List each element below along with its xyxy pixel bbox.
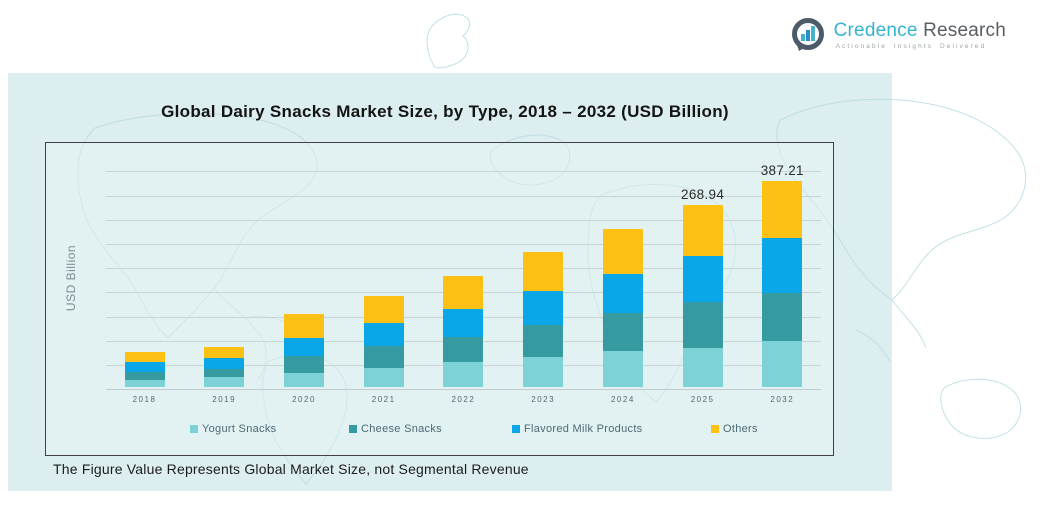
- bar-total-label-2025: 268.94: [681, 187, 725, 202]
- gridline: [106, 195, 821, 197]
- bar-segment-flavored-milk-products-2018: [124, 362, 165, 372]
- credence-research-logo: Credence Research Actionable Insights De…: [789, 16, 1006, 54]
- bar-2023: [523, 252, 564, 387]
- bar-segment-others-2024: [602, 229, 643, 274]
- y-axis-label: USD Billion: [64, 244, 78, 312]
- logo-brand: Credence Research: [833, 19, 1006, 41]
- bar-segment-flavored-milk-products-2019: [204, 358, 245, 369]
- x-axis-label-2019: 2019: [212, 395, 237, 404]
- x-axis-label-2018: 2018: [132, 395, 157, 404]
- legend-label-flavored-milk-products: Flavored Milk Products: [524, 423, 643, 435]
- bar-segment-yogurt-snacks-2024: [602, 351, 643, 387]
- bar-segment-flavored-milk-products-2025: [682, 256, 723, 302]
- legend-label-cheese-snacks: Cheese Snacks: [361, 423, 442, 435]
- x-axis-label-2022: 2022: [451, 395, 476, 404]
- logo-tagline: Actionable Insights Delivered: [835, 42, 987, 50]
- bar-2022: [443, 276, 484, 387]
- bar-2032: [762, 181, 803, 387]
- legend-item-others: Others: [711, 423, 758, 435]
- logo-brand-primary: Credence: [833, 19, 918, 41]
- bar-segment-others-2018: [124, 352, 165, 362]
- bar-2020: [284, 314, 324, 387]
- bar-segment-flavored-milk-products-2024: [602, 274, 643, 313]
- bar-segment-others-2020: [284, 314, 324, 338]
- legend-swatch-flavored-milk-products: [512, 425, 520, 433]
- legend-swatch-others: [711, 425, 719, 433]
- bar-segment-yogurt-snacks-2020: [284, 373, 324, 387]
- bar-segment-flavored-milk-products-2022: [443, 309, 484, 337]
- x-axis-label-2020: 2020: [292, 395, 316, 404]
- bar-2021: [363, 296, 404, 387]
- bar-segment-cheese-snacks-2032: [762, 293, 803, 341]
- x-axis-label-2025: 2025: [690, 395, 715, 404]
- bar-2025: [682, 205, 723, 387]
- bar-segment-flavored-milk-products-2023: [523, 291, 564, 325]
- bar-segment-yogurt-snacks-2021: [363, 368, 404, 387]
- x-axis-label-2021: 2021: [371, 395, 396, 404]
- bar-segment-flavored-milk-products-2020: [284, 338, 324, 356]
- bar-segment-yogurt-snacks-2032: [762, 341, 803, 387]
- bar-segment-flavored-milk-products-2021: [363, 323, 404, 346]
- x-axis-line: [106, 389, 821, 390]
- bar-chart-circle-icon: [791, 18, 824, 51]
- bar-segment-others-2019: [204, 347, 245, 358]
- bar-segment-yogurt-snacks-2023: [523, 357, 564, 387]
- bar-segment-others-2021: [363, 296, 404, 323]
- bar-segment-yogurt-snacks-2018: [124, 380, 165, 387]
- bar-segment-yogurt-snacks-2019: [204, 377, 245, 387]
- legend-label-others: Others: [723, 423, 758, 435]
- logo-brand-secondary: Research: [923, 19, 1006, 41]
- legend-item-flavored-milk-products: Flavored Milk Products: [512, 423, 642, 435]
- bar-segment-others-2032: [762, 181, 803, 238]
- logo-text: Credence Research Actionable Insights De…: [833, 19, 1006, 50]
- gridline: [106, 171, 821, 173]
- bar-segment-cheese-snacks-2019: [204, 369, 245, 377]
- bar-segment-cheese-snacks-2023: [523, 325, 564, 357]
- bar-segment-cheese-snacks-2020: [284, 356, 324, 373]
- bar-segment-others-2023: [523, 252, 564, 291]
- gridline: [106, 268, 821, 270]
- bar-segment-yogurt-snacks-2025: [682, 348, 723, 387]
- bar-2019: [204, 347, 245, 387]
- gridline: [106, 219, 821, 221]
- x-axis-label-2023: 2023: [531, 395, 556, 404]
- legend-item-yogurt-snacks: Yogurt Snacks: [190, 423, 276, 435]
- bar-segment-yogurt-snacks-2022: [443, 362, 484, 387]
- legend-swatch-cheese-snacks: [349, 425, 357, 433]
- bar-total-label-2032: 387.21: [760, 163, 804, 178]
- bar-2018: [124, 352, 165, 387]
- bar-segment-others-2022: [443, 276, 484, 309]
- bar-2024: [602, 229, 643, 387]
- legend-label-yogurt-snacks: Yogurt Snacks: [202, 423, 277, 435]
- bar-segment-cheese-snacks-2025: [682, 302, 723, 348]
- gridline: [106, 243, 821, 245]
- chart-plot-area: USD Billion 268.94 387.21 2018 2019 2020 202…: [45, 142, 834, 456]
- bar-segment-flavored-milk-products-2032: [762, 238, 803, 293]
- chart-title: Global Dairy Snacks Market Size, by Type…: [161, 102, 729, 121]
- bar-segment-cheese-snacks-2024: [602, 313, 643, 351]
- bar-segment-others-2025: [682, 205, 723, 256]
- figure-footnote: The Figure Value Represents Global Marke…: [53, 461, 529, 477]
- bar-segment-cheese-snacks-2022: [443, 337, 484, 362]
- legend-item-cheese-snacks: Cheese Snacks: [349, 423, 442, 435]
- x-axis-label-2024: 2024: [610, 395, 635, 404]
- bar-segment-cheese-snacks-2018: [124, 372, 165, 380]
- bar-segment-cheese-snacks-2021: [363, 346, 404, 368]
- x-axis-label-2032: 2032: [770, 395, 795, 404]
- legend-swatch-yogurt-snacks: [190, 425, 198, 433]
